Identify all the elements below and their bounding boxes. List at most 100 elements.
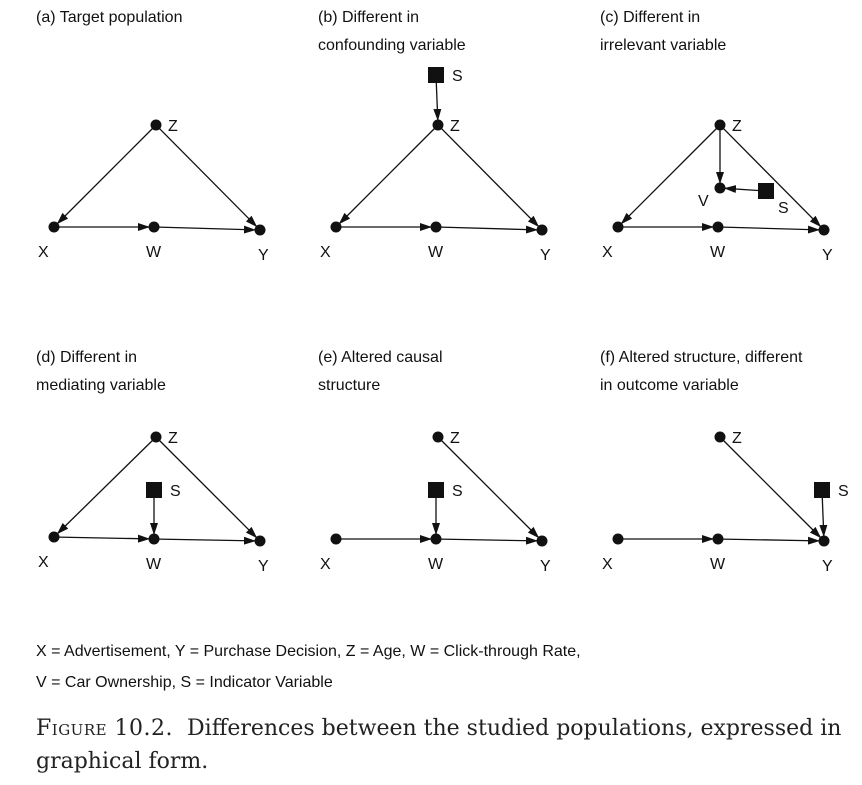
panel-a-title-line-1: (a) Target population bbox=[36, 9, 182, 26]
node-label-w: W bbox=[710, 244, 726, 261]
node-label-z: Z bbox=[168, 430, 178, 447]
node-y bbox=[536, 535, 548, 547]
node-label-y: Y bbox=[258, 558, 269, 575]
edge-z-to-y bbox=[159, 128, 258, 228]
figure-caption-line-1: Figure 10.2. Differences between the stu… bbox=[36, 716, 862, 741]
node-label-y: Y bbox=[540, 247, 551, 264]
edge-z-to-y bbox=[723, 440, 822, 539]
edge-w-to-y bbox=[722, 536, 820, 545]
indicator-node-s bbox=[428, 67, 444, 83]
figure-caption-text: Differences between the studied populati… bbox=[187, 716, 842, 741]
node-label-w: W bbox=[146, 244, 162, 261]
legend-line-1: X = Advertisement, Y = Purchase Decision… bbox=[36, 643, 581, 660]
panel-f-title-line-2: in outcome variable bbox=[600, 377, 739, 394]
node-label-s: S bbox=[170, 483, 181, 500]
edge-w-to-y bbox=[158, 536, 256, 545]
node-x bbox=[612, 533, 624, 545]
node-v bbox=[714, 182, 726, 194]
node-w bbox=[430, 221, 442, 233]
edge-z-to-y bbox=[159, 440, 258, 539]
edge-x-to-w bbox=[58, 534, 150, 543]
node-w bbox=[148, 221, 160, 233]
edge-w-to-y bbox=[440, 225, 538, 234]
node-label-y: Y bbox=[822, 247, 833, 264]
panel-a: (a) Target population X W Y Z bbox=[36, 9, 269, 264]
node-z bbox=[714, 119, 726, 131]
node-label-x: X bbox=[602, 556, 613, 573]
node-z bbox=[714, 431, 726, 443]
node-label-x: X bbox=[320, 244, 331, 261]
node-x bbox=[48, 221, 60, 233]
node-label-z: Z bbox=[168, 118, 178, 135]
node-z bbox=[150, 431, 162, 443]
node-label-s: S bbox=[452, 68, 463, 85]
node-w bbox=[430, 533, 442, 545]
node-label-z: Z bbox=[450, 430, 460, 447]
node-y bbox=[254, 224, 266, 236]
indicator-node-s bbox=[428, 482, 444, 498]
edge-z-to-y bbox=[441, 440, 540, 539]
edge-w-to-y bbox=[722, 225, 820, 234]
node-label-z: Z bbox=[732, 118, 742, 135]
panel-d: (d) Different in mediating variable X W Y Z S bbox=[36, 349, 269, 575]
node-label-y: Y bbox=[258, 247, 269, 264]
indicator-node-s bbox=[814, 482, 830, 498]
node-y bbox=[536, 224, 548, 236]
edge-z-to-y bbox=[723, 128, 822, 228]
node-x bbox=[330, 221, 342, 233]
node-label-w: W bbox=[428, 244, 444, 261]
figure-caption-label: Figure 10.2. bbox=[36, 716, 174, 741]
node-w bbox=[712, 221, 724, 233]
figure-caption-line-2: graphical form. bbox=[36, 749, 209, 774]
edge-s-to-y bbox=[819, 497, 828, 537]
node-y bbox=[254, 535, 266, 547]
panel-e-title-line-1: (e) Altered causal bbox=[318, 349, 443, 366]
node-label-s: S bbox=[778, 200, 789, 217]
node-label-z: Z bbox=[732, 430, 742, 447]
node-y bbox=[818, 224, 830, 236]
node-label-s: S bbox=[452, 483, 463, 500]
edge-z-to-x bbox=[56, 128, 153, 225]
node-z bbox=[432, 431, 444, 443]
node-label-w: W bbox=[428, 556, 444, 573]
panel-b-title-line-2: confounding variable bbox=[318, 37, 466, 54]
node-w bbox=[148, 533, 160, 545]
node-y bbox=[818, 535, 830, 547]
edge-s-to-z bbox=[433, 82, 442, 121]
node-label-x: X bbox=[320, 556, 331, 573]
edge-w-to-y bbox=[440, 536, 538, 545]
node-label-v: V bbox=[698, 193, 709, 210]
edge-z-to-x bbox=[56, 440, 153, 535]
node-w bbox=[712, 533, 724, 545]
node-label-x: X bbox=[38, 554, 49, 571]
node-label-y: Y bbox=[822, 558, 833, 575]
edge-s-to-v bbox=[724, 185, 759, 194]
indicator-node-s bbox=[758, 183, 774, 199]
panel-f: (f) Altered structure, different in outco… bbox=[600, 349, 849, 575]
node-label-x: X bbox=[38, 244, 49, 261]
node-z bbox=[432, 119, 444, 131]
node-x bbox=[330, 533, 342, 545]
node-label-w: W bbox=[710, 556, 726, 573]
edge-w-to-y bbox=[158, 225, 256, 234]
node-label-x: X bbox=[602, 244, 613, 261]
causal-diagram-figure: (a) Target population X W Y Z (b) Different i… bbox=[36, 9, 849, 575]
panel-b-title-line-1: (b) Different in bbox=[318, 9, 419, 26]
node-z bbox=[150, 119, 162, 131]
panel-d-title-line-2: mediating variable bbox=[36, 377, 166, 394]
node-label-s: S bbox=[838, 483, 849, 500]
edge-z-to-x bbox=[620, 128, 717, 225]
edge-z-to-y bbox=[441, 128, 540, 228]
legend-line-2: V = Car Ownership, S = Indicator Variabl… bbox=[36, 674, 333, 691]
panel-e: (e) Altered causal structure X W Y Z S bbox=[318, 349, 551, 575]
indicator-node-s bbox=[146, 482, 162, 498]
panel-c: (c) Different in irrelevant variable X W Y Z V… bbox=[600, 9, 833, 264]
edge-z-to-x bbox=[338, 128, 435, 225]
node-x bbox=[48, 531, 60, 543]
panel-d-title-line-1: (d) Different in bbox=[36, 349, 137, 366]
node-label-y: Y bbox=[540, 558, 551, 575]
panel-c-title-line-2: irrelevant variable bbox=[600, 37, 726, 54]
panel-c-title-line-1: (c) Different in bbox=[600, 9, 700, 26]
node-label-z: Z bbox=[450, 118, 460, 135]
panel-f-title-line-1: (f) Altered structure, different bbox=[600, 349, 803, 366]
